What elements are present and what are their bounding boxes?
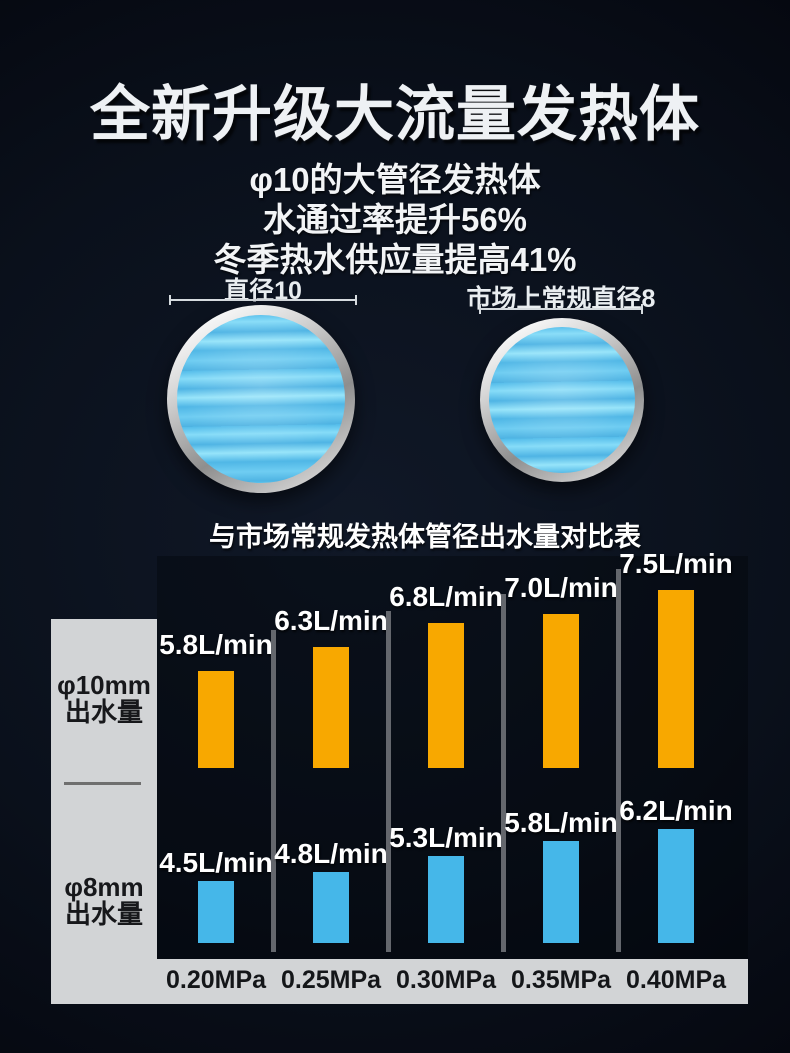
tube-cross-section-large xyxy=(167,305,355,493)
subtitle-line-2: 水通过率提升56% xyxy=(262,201,528,238)
dimension-tick-icon xyxy=(641,304,643,314)
row-label-line: 出水量 xyxy=(64,899,143,929)
subtitle-line-3: 冬季热水供应量提高41% xyxy=(213,241,577,278)
series-phi10-row-label: φ10mm 出水量 xyxy=(51,672,157,726)
phi8-flow-value: 4.5L/min xyxy=(159,847,273,878)
water-texture xyxy=(489,327,635,473)
phi8-flow-value: 5.8L/min xyxy=(504,807,618,838)
x-axis-label: 0.20MPa xyxy=(165,966,267,994)
row-label-line: φ8mm xyxy=(64,872,144,902)
dimension-tick-icon xyxy=(169,295,171,305)
subtitle-line-1: φ10的大管径发热体 xyxy=(249,161,541,198)
chart-title: 与市场常规发热体管径出水量对比表 xyxy=(209,522,641,552)
phi10-flow-value: 6.8L/min xyxy=(389,581,503,612)
phi10-flow-value: 6.3L/min xyxy=(274,605,388,636)
phi8-flow-bar xyxy=(428,856,464,943)
phi8-flow-bar xyxy=(658,829,694,943)
series-phi8-row-label: φ8mm 出水量 xyxy=(51,874,157,928)
dimension-tick-icon xyxy=(479,304,481,314)
phi8-flow-bar xyxy=(198,881,234,943)
phi10-flow-bar xyxy=(313,647,349,768)
phi10-flow-bar xyxy=(658,590,694,768)
row-divider xyxy=(64,782,141,785)
page-title: 全新升级大流量发热体 xyxy=(90,81,700,148)
tube-cross-section-small xyxy=(480,318,644,482)
subtitle: φ10的大管径发热体 水通过率提升56% 冬季热水供应量提高41% xyxy=(0,160,790,280)
x-axis-band xyxy=(157,959,748,1004)
row-label-line: 出水量 xyxy=(64,697,143,727)
x-axis-label: 0.25MPa xyxy=(280,966,382,994)
phi10-flow-bar xyxy=(543,614,579,768)
dimension-line-icon xyxy=(479,304,643,314)
series-label-panel: φ10mm 出水量 φ8mm 出水量 xyxy=(51,619,157,1004)
phi10-flow-value: 5.8L/min xyxy=(159,629,273,660)
x-axis-label: 0.30MPa xyxy=(395,966,497,994)
column-divider xyxy=(501,594,506,952)
phi10-flow-bar xyxy=(198,671,234,768)
phi8-flow-bar xyxy=(543,841,579,943)
x-axis-label: 0.40MPa xyxy=(625,966,727,994)
phi8-flow-value: 5.3L/min xyxy=(389,822,503,853)
x-axis-label: 0.35MPa xyxy=(510,966,612,994)
phi10-flow-value: 7.0L/min xyxy=(504,572,618,603)
water-texture xyxy=(177,315,345,483)
column-divider xyxy=(616,569,621,952)
row-label-line: φ10mm xyxy=(57,670,151,700)
column-divider xyxy=(271,630,276,952)
dimension-line-icon xyxy=(169,295,357,305)
phi10-flow-value: 7.5L/min xyxy=(619,548,733,579)
phi8-flow-bar xyxy=(313,872,349,943)
dimension-tick-icon xyxy=(355,295,357,305)
column-divider xyxy=(386,611,391,952)
phi10-flow-bar xyxy=(428,623,464,768)
phi8-flow-value: 6.2L/min xyxy=(619,795,733,826)
phi8-flow-value: 4.8L/min xyxy=(274,838,388,869)
